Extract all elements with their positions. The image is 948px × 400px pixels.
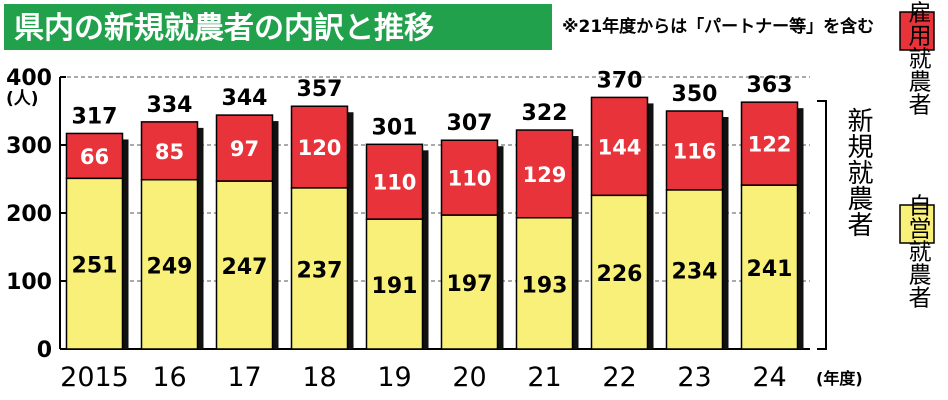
bar-employed (665, 110, 724, 191)
value-label-employed: 144 (598, 135, 642, 159)
value-label-self-employed: 193 (522, 273, 568, 298)
bar-employed (740, 101, 799, 186)
value-label-employed: 97 (230, 137, 259, 161)
value-label-employed: 85 (155, 140, 184, 164)
total-label: 322 (522, 101, 568, 126)
bar-self-employed (140, 178, 199, 350)
bar-shadow (722, 117, 729, 349)
value-label-self-employed: 197 (447, 272, 493, 297)
total-label: 334 (147, 93, 193, 118)
value-label-self-employed: 251 (72, 254, 118, 279)
legend-group-label: 新規就農者 (843, 107, 873, 237)
title-banner (4, 4, 552, 50)
bar-employed (515, 129, 574, 219)
value-label-self-employed: 237 (297, 258, 343, 283)
x-tick-label: 18 (302, 362, 336, 393)
bar-employed (65, 132, 124, 180)
chart-note: ※21年度からは「パートナー等」を含む (562, 16, 874, 37)
bar-employed (440, 139, 499, 216)
y-tick-label: 200 (6, 202, 52, 227)
total-label: 317 (72, 104, 118, 129)
bar-employed (215, 114, 274, 182)
bar-shadow (497, 146, 504, 349)
total-label: 307 (447, 111, 493, 136)
value-label-employed: 66 (80, 145, 109, 169)
x-tick-label: 23 (677, 362, 711, 393)
chart-title: 県内の新規就農者の内訳と推移 (14, 11, 434, 46)
x-tick-label: 2015 (60, 362, 129, 393)
bar-employed (365, 143, 424, 220)
x-tick-label: 22 (602, 362, 636, 393)
bar-employed (140, 121, 199, 181)
bar-shadow (797, 108, 804, 349)
value-label-self-employed: 234 (672, 259, 718, 284)
value-label-self-employed: 249 (147, 254, 193, 279)
bar-employed (590, 96, 649, 197)
x-tick-label: 20 (452, 362, 486, 393)
bar-self-employed (290, 187, 349, 350)
value-label-employed: 120 (298, 136, 342, 160)
y-axis-unit-label: (人) (6, 89, 39, 109)
bar-shadow (647, 103, 654, 350)
total-label: 301 (372, 115, 418, 140)
x-tick-label: 17 (227, 362, 261, 393)
bar-self-employed (665, 189, 724, 350)
bar-self-employed (590, 194, 649, 350)
value-label-self-employed: 226 (597, 262, 643, 287)
x-tick-label: 19 (377, 362, 411, 393)
value-label-employed: 129 (523, 163, 567, 187)
value-label-self-employed: 247 (222, 255, 268, 280)
legend-swatch-self-employed (899, 204, 935, 244)
bar-self-employed (440, 214, 499, 350)
x-tick-label: 16 (152, 362, 186, 393)
legend-label-self-employed: 自営就農者 (904, 194, 932, 309)
legend-bracket (817, 100, 827, 350)
y-tick-label: 100 (6, 270, 52, 295)
bar-shadow (197, 127, 204, 349)
bar-self-employed (740, 184, 799, 350)
y-tick-label: 0 (37, 338, 52, 363)
bar-shadow (422, 150, 429, 349)
y-tick-label: 400 (6, 66, 52, 91)
bar-employed (290, 105, 349, 189)
value-label-self-employed: 191 (372, 274, 418, 299)
total-label: 357 (297, 77, 343, 102)
bar-self-employed (515, 217, 574, 350)
value-label-employed: 110 (373, 171, 417, 195)
bar-self-employed (215, 180, 274, 350)
legend-swatch-employed (899, 11, 935, 51)
total-label: 344 (222, 86, 268, 111)
total-label: 363 (747, 73, 793, 98)
bar-shadow (272, 121, 279, 349)
x-tick-label: 24 (752, 362, 786, 393)
bar-self-employed (365, 218, 424, 350)
bar-shadow (347, 112, 354, 350)
total-label: 350 (672, 82, 718, 107)
total-label: 370 (597, 68, 643, 93)
bar-shadow (572, 136, 579, 349)
x-axis-unit-label: (年度) (816, 369, 863, 388)
bar-shadow (122, 139, 129, 349)
x-tick-label: 21 (527, 362, 561, 393)
value-label-employed: 110 (448, 167, 492, 191)
value-label-employed: 116 (673, 139, 717, 163)
legend-label-employed: 雇用就農者 (904, 1, 932, 116)
value-label-employed: 122 (748, 133, 792, 157)
value-label-self-employed: 241 (747, 257, 793, 282)
y-tick-label: 300 (6, 134, 52, 159)
